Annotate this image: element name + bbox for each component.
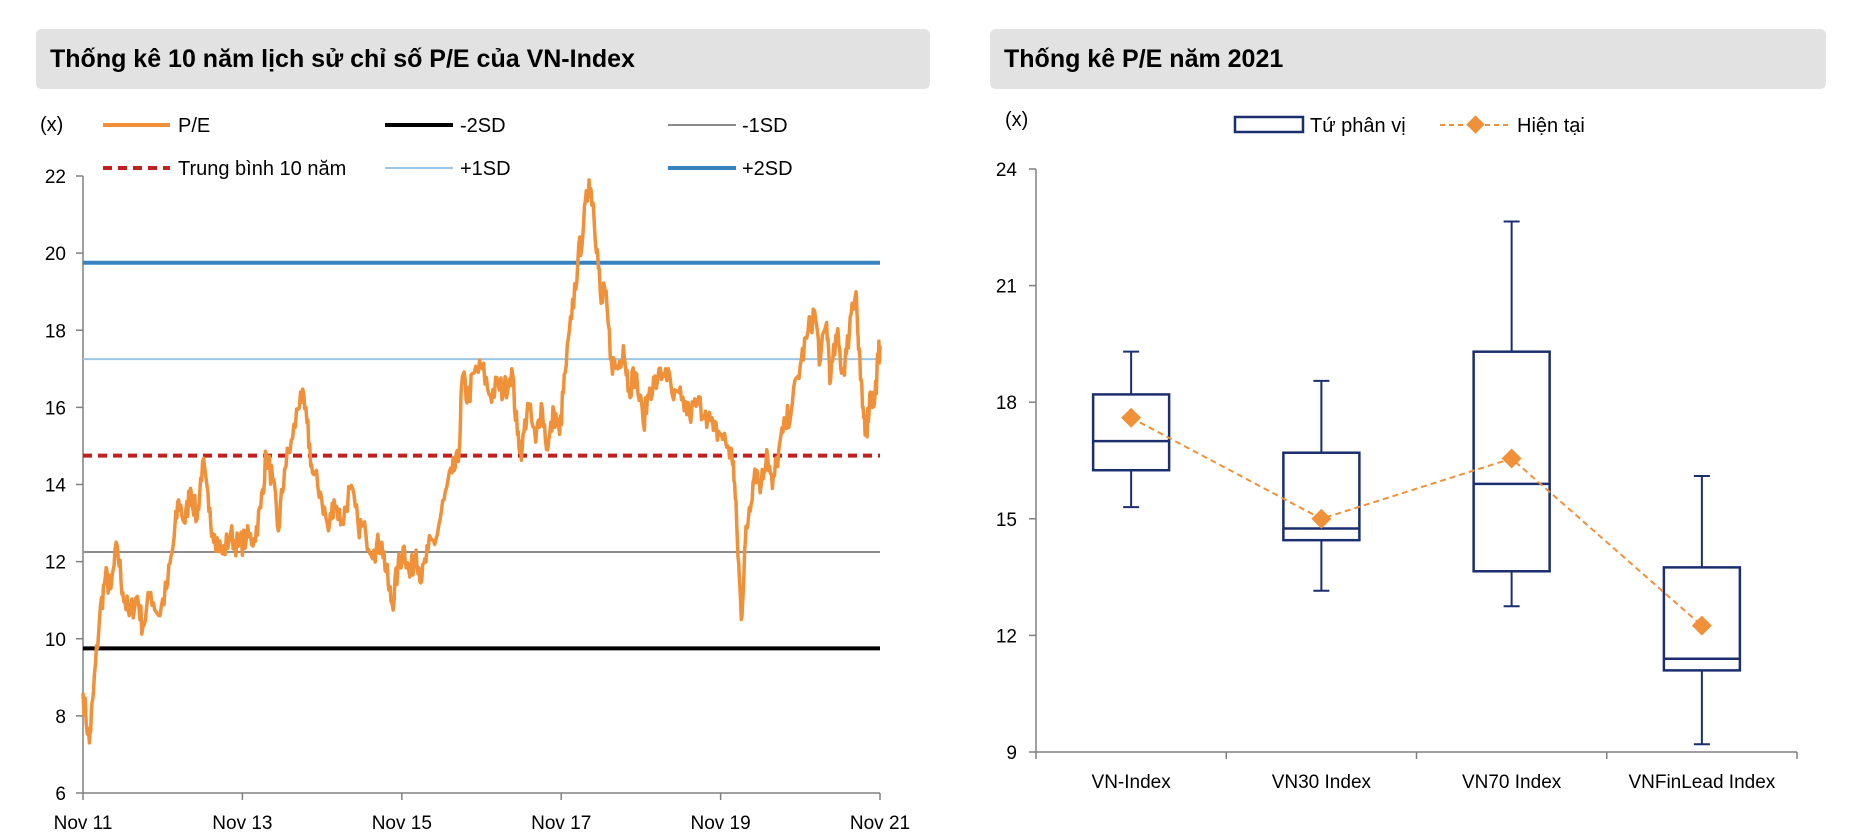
legend-label-quartile: Tứ phân vị: [1310, 115, 1406, 137]
left-x-tick-label: Nov 19: [690, 813, 750, 834]
left-y-tick-label: 14: [45, 476, 67, 497]
left-y-tick-label: 16: [45, 398, 66, 419]
legend-label-mean: Trung bình 10 năm: [178, 158, 346, 180]
left-chart-title: Thống kê 10 năm lịch sử chỉ số P/E của V…: [50, 44, 635, 73]
box-quartile-rect: [1091, 393, 1171, 472]
left-y-tick-label: 12: [45, 553, 66, 574]
current-series-line: [1130, 416, 1703, 627]
right-y-tick-label: 24: [996, 160, 1018, 181]
left-y-tick-label: 6: [55, 784, 66, 805]
left-x-tick-label: Nov 13: [212, 813, 272, 834]
legend-swatch-current-marker: [1466, 115, 1485, 134]
legend-label-minus1sd: -1SD: [742, 115, 788, 137]
pe-history-chart: (x) P/E -2SD -1SD Trung bình 10 năm +1SD…: [40, 114, 910, 834]
legend-label-plus1sd: +1SD: [460, 158, 511, 180]
left-y-tick-label: 18: [45, 321, 66, 342]
pe-series-line: [81, 178, 882, 745]
legend-label-current: Hiện tại: [1517, 115, 1585, 137]
pe-2021-boxplot: (x) Tứ phân vị Hiện tại 24 21 18 15 12 9 VN-I…: [996, 109, 1798, 793]
right-chart-title: Thống kê P/E năm 2021: [1004, 44, 1284, 73]
category-label: VNFinLead Index: [1628, 772, 1775, 793]
left-y-tick-label: 20: [45, 244, 66, 265]
left-y-tick-label: 10: [45, 630, 66, 651]
category-label: VN30 Index: [1272, 772, 1372, 793]
left-y-tick-label: 22: [45, 167, 66, 188]
left-x-tick-label: Nov 17: [531, 813, 591, 834]
right-y-tick-label: 21: [996, 277, 1017, 298]
legend-label-plus2sd: +2SD: [742, 158, 793, 180]
right-chart-title-bar: Thống kê P/E năm 2021: [990, 29, 1826, 89]
legend-swatch-quartile: [1233, 115, 1305, 134]
right-y-unit-label: (x): [1005, 109, 1028, 131]
category-label: VN-Index: [1092, 772, 1172, 793]
box-4: [1662, 475, 1742, 746]
legend-label-minus2sd: -2SD: [460, 115, 506, 137]
current-marker: [1121, 407, 1142, 428]
current-marker: [1691, 615, 1712, 636]
left-chart-title-bar: Thống kê 10 năm lịch sử chỉ số P/E của V…: [36, 29, 930, 89]
category-label: VN70 Index: [1462, 772, 1562, 793]
right-y-tick-label: 9: [1006, 743, 1017, 764]
left-x-tick-label: Nov 15: [372, 813, 432, 834]
box-2: [1282, 379, 1361, 592]
box-3: [1472, 220, 1551, 608]
left-x-tick-label: Nov 21: [850, 813, 910, 834]
box-1: [1091, 350, 1171, 509]
left-x-tick-label: Nov 11: [54, 813, 113, 834]
left-y-unit-label: (x): [40, 114, 63, 136]
right-y-tick-label: 12: [996, 626, 1017, 647]
right-y-tick-label: 18: [996, 393, 1017, 414]
legend-label-pe: P/E: [178, 115, 210, 137]
left-y-tick-label: 8: [55, 707, 66, 728]
current-marker: [1311, 508, 1332, 529]
current-marker: [1501, 448, 1522, 469]
right-y-tick-label: 15: [996, 510, 1017, 531]
